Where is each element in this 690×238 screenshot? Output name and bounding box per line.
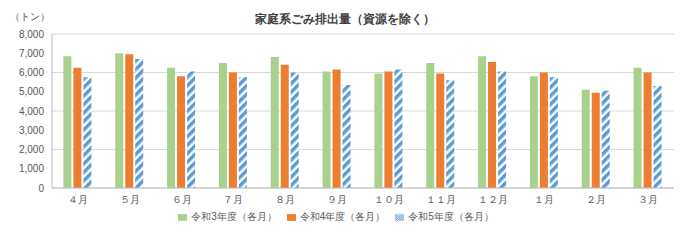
svg-text:2,000: 2,000 xyxy=(19,144,44,155)
html-text:（トン）: （トン） xyxy=(10,11,50,22)
svg-text:1,000: 1,000 xyxy=(19,163,44,174)
html-text:令和4年度（各月）: 令和4年度（各月） xyxy=(299,211,386,222)
html-text:令和5年度（各月）: 令和5年度（各月） xyxy=(408,211,494,222)
svg-text:４月: ４月 xyxy=(68,194,88,205)
svg-text:８月: ８月 xyxy=(275,194,295,205)
svg-text:5,000: 5,000 xyxy=(19,86,44,97)
svg-text:6,000: 6,000 xyxy=(19,67,44,78)
svg-text:２月: ２月 xyxy=(586,194,606,205)
svg-text:６月: ６月 xyxy=(172,194,192,205)
svg-text:１０月: １０月 xyxy=(374,194,404,205)
svg-text:５月: ５月 xyxy=(120,194,140,205)
svg-text:３月: ３月 xyxy=(638,194,658,205)
html-text:家庭系ごみ排出量（資源を除く）: 家庭系ごみ排出量（資源を除く） xyxy=(255,12,435,26)
svg-text:8,000: 8,000 xyxy=(19,29,44,40)
svg-text:１１月: １１月 xyxy=(426,194,456,205)
svg-text:９月: ９月 xyxy=(327,194,347,205)
svg-text:3,000: 3,000 xyxy=(19,125,44,136)
svg-text:0: 0 xyxy=(38,183,44,194)
svg-text:１月: １月 xyxy=(534,194,554,205)
svg-text:７月: ７月 xyxy=(223,194,243,205)
svg-text:7,000: 7,000 xyxy=(19,48,44,59)
html-text:令和3年度（各月）: 令和3年度（各月） xyxy=(191,211,277,222)
svg-text:4,000: 4,000 xyxy=(19,106,44,117)
svg-text:１２月: １２月 xyxy=(478,194,508,205)
